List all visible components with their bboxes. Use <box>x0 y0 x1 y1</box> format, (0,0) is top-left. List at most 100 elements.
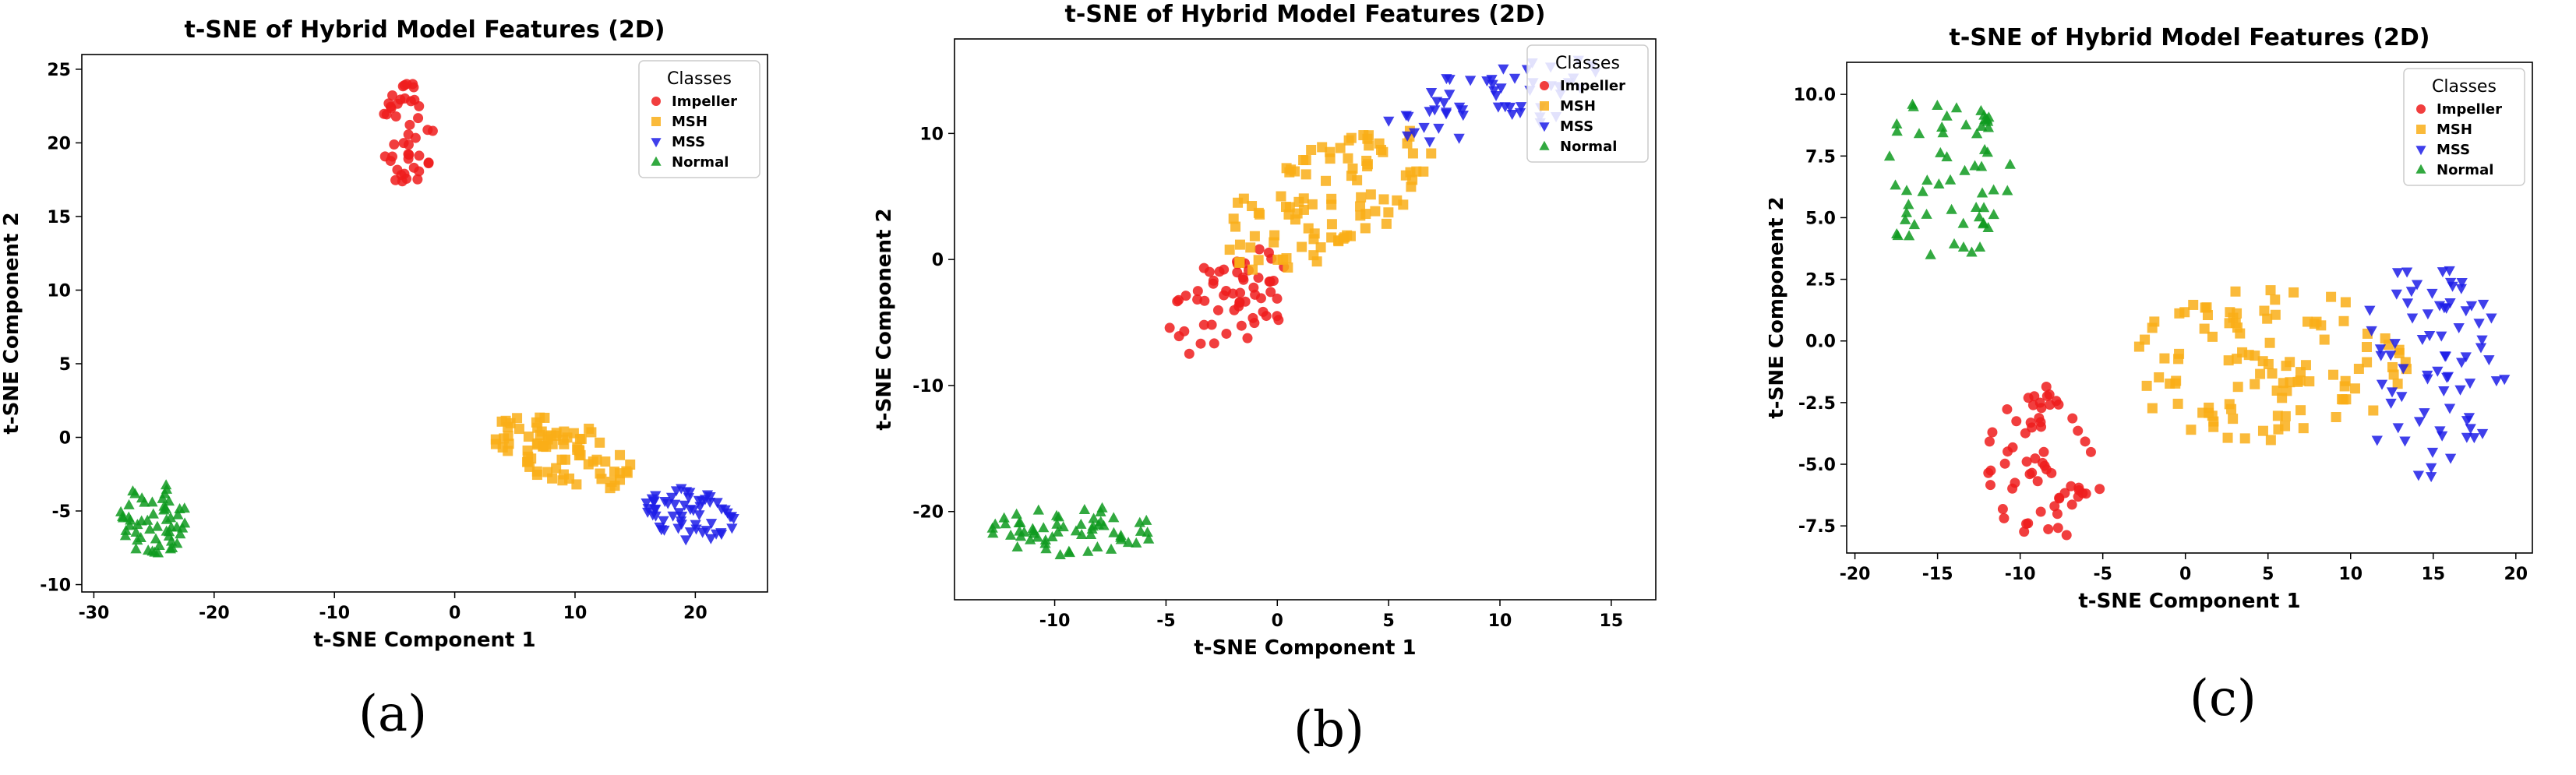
data-point-msh <box>1311 256 1322 267</box>
data-point-msh <box>1276 191 1286 202</box>
data-point-msh <box>2265 285 2276 296</box>
y-tick-label: -7.5 <box>1798 517 1836 537</box>
data-point-impeller <box>2043 523 2054 534</box>
legend: Classes Impeller MSH MSS Normal <box>638 60 760 178</box>
data-point-msh <box>595 437 605 448</box>
data-point-msh <box>1365 189 1376 200</box>
data-point-impeller <box>403 139 414 150</box>
data-point-normal <box>150 533 162 544</box>
data-point-impeller <box>404 119 415 130</box>
data-point-mss <box>1425 88 1438 99</box>
data-point-msh <box>1307 199 1318 210</box>
data-point-msh <box>2338 394 2349 405</box>
data-point-impeller <box>1242 333 1253 343</box>
data-point-impeller <box>2066 499 2077 510</box>
data-point-mss <box>2426 447 2439 458</box>
data-point-mss <box>2436 331 2447 342</box>
data-point-normal <box>1988 184 1999 195</box>
data-point-normal <box>161 479 172 490</box>
chart-title: t-SNE of Hybrid Model Features (2D) <box>185 16 665 44</box>
data-point-msh <box>1346 171 1357 181</box>
data-point-impeller <box>1208 275 1219 286</box>
x-tick-label: 20 <box>2504 565 2528 584</box>
data-point-impeller <box>422 125 433 136</box>
data-point-msh <box>2140 334 2151 345</box>
data-point-mss <box>640 498 652 509</box>
data-point-mss <box>1424 107 1435 118</box>
data-point-mss <box>2444 403 2456 414</box>
data-point-mss <box>2437 431 2448 442</box>
y-tick-label: -10 <box>912 377 944 396</box>
data-point-normal <box>147 508 159 519</box>
data-point-normal <box>139 496 150 507</box>
data-point-msh <box>576 433 587 444</box>
data-point-msh <box>2224 318 2235 329</box>
data-point-normal <box>1921 208 1932 219</box>
data-point-impeller <box>1999 513 2010 523</box>
x-tick-label: 0 <box>449 604 461 623</box>
data-point-impeller <box>1227 288 1238 299</box>
x-tick-label: -30 <box>79 604 110 623</box>
data-point-mss <box>2389 339 2401 350</box>
x-tick-label: 10 <box>563 604 588 623</box>
data-point-msh <box>2267 368 2278 379</box>
data-point-normal <box>1903 199 1914 210</box>
data-point-mss <box>2401 267 2413 278</box>
data-point-mss <box>2438 303 2451 314</box>
series-normal <box>115 479 191 558</box>
data-point-impeller <box>2036 403 2047 414</box>
data-point-normal <box>1969 160 1981 171</box>
chart-panel-a: t-SNE of Hybrid Model Features (2D) -30 -2… <box>0 0 810 775</box>
chart-title: t-SNE of Hybrid Model Features (2D) <box>1065 1 1546 28</box>
data-point-mss <box>2364 305 2376 316</box>
data-point-mss <box>684 505 697 516</box>
data-point-mss <box>2475 343 2487 354</box>
data-point-msh <box>559 454 570 465</box>
data-point-msh <box>1326 199 1337 210</box>
data-point-msh <box>2226 403 2237 414</box>
data-point-impeller <box>2067 413 2078 424</box>
data-point-msh <box>2331 412 2341 423</box>
legend-entry-impeller: Impeller <box>672 93 737 110</box>
legend-entry-impeller: Impeller <box>2437 101 2502 118</box>
data-point-msh <box>1283 262 1293 273</box>
data-point-msh <box>1335 143 1346 153</box>
data-point-impeller <box>1237 272 1248 283</box>
x-tick-label: -5 <box>2093 565 2112 584</box>
data-point-msh <box>2368 405 2379 416</box>
data-point-impeller <box>2019 527 2030 537</box>
data-point-mss <box>1492 102 1505 113</box>
data-points <box>115 79 739 558</box>
data-point-impeller <box>1268 276 1279 287</box>
data-point-msh <box>1269 237 1279 248</box>
data-point-mss <box>2419 408 2430 419</box>
data-point-mss <box>667 511 679 522</box>
data-point-msh <box>2338 315 2349 326</box>
data-point-normal <box>1039 534 1052 545</box>
data-point-impeller <box>413 113 424 124</box>
data-point-impeller <box>1254 244 1265 255</box>
data-point-impeller <box>1255 293 1266 304</box>
data-point-normal <box>1040 543 1052 554</box>
data-point-mss <box>2386 387 2398 398</box>
data-point-impeller <box>2080 436 2091 447</box>
legend-box <box>1526 44 1649 163</box>
data-point-msh <box>606 477 617 488</box>
data-point-mss <box>2486 313 2497 324</box>
data-point-mss <box>654 522 665 533</box>
data-point-msh <box>1345 231 1356 241</box>
data-point-msh <box>2280 410 2291 421</box>
data-point-mss <box>2473 319 2485 329</box>
data-point-msh <box>1224 245 1235 255</box>
data-points <box>986 55 1601 559</box>
data-point-msh <box>622 467 633 478</box>
x-tick-label: 0 <box>1272 611 1283 631</box>
data-point-mss <box>662 498 674 509</box>
data-point-msh <box>2295 367 2306 378</box>
data-point-msh <box>545 430 556 441</box>
data-point-mss <box>1438 98 1450 109</box>
data-point-normal <box>159 488 171 498</box>
data-point-normal <box>1011 541 1023 552</box>
data-point-normal <box>172 509 184 520</box>
series-normal <box>1883 98 2016 259</box>
